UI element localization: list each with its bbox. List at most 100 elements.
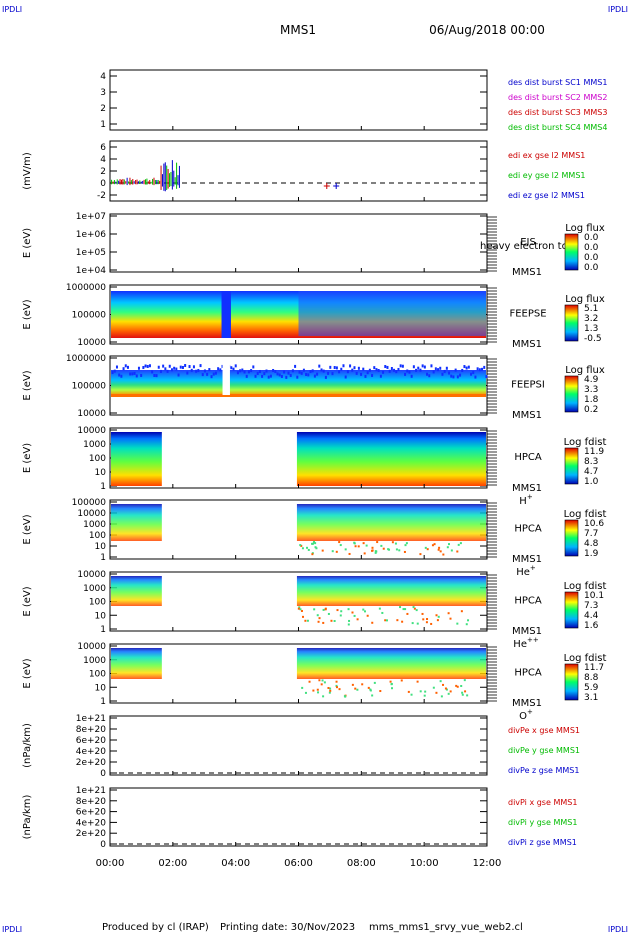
spectrogram-speck: [280, 374, 283, 378]
spectrogram-speck: [197, 368, 200, 372]
spectrogram-speck: [366, 614, 369, 617]
x-tick-label: 12:00: [473, 858, 502, 869]
spectrogram-speck: [454, 368, 457, 372]
spectrogram-speck: [415, 368, 418, 372]
spectrogram-speck: [459, 373, 462, 377]
spectrogram-speck: [369, 689, 372, 692]
spectrogram-speck: [312, 689, 315, 692]
colorbar-tick-label: 4.4: [584, 611, 599, 621]
overlay-label: heavy electron to: [480, 241, 568, 252]
spectrogram-gap: [222, 360, 230, 395]
spectrogram-speck: [354, 545, 357, 548]
spectrogram-speck: [118, 373, 121, 377]
spacecraft-label: MMS1: [512, 626, 542, 637]
spectrogram-speck: [361, 683, 364, 686]
spectrogram-speck: [419, 553, 422, 556]
y-tick-label: 10: [95, 468, 107, 478]
spectrogram-band: [111, 394, 486, 397]
y-tick-label: 10: [95, 542, 107, 552]
y-tick-label: 1e+21: [76, 714, 106, 724]
spectrogram-speck: [208, 368, 211, 372]
spectrogram-speck: [423, 694, 426, 697]
spectrogram-speck: [436, 619, 439, 622]
y-tick-label: 10: [95, 611, 107, 621]
spectrogram-speck: [395, 548, 398, 551]
colorbar-tick-label: 4.8: [584, 539, 599, 549]
spectrogram-speck: [320, 368, 323, 372]
spacecraft-label: MMS1: [512, 698, 542, 709]
spectrogram-speck: [449, 690, 452, 693]
y-tick-label: 1e+07: [76, 212, 106, 222]
spectrogram-speck: [351, 683, 354, 686]
spectrogram-speck: [431, 544, 434, 547]
spectrogram-speck: [467, 619, 470, 622]
spectrogram-speck: [331, 372, 334, 376]
colorbar-tick-label: 1.9: [584, 549, 599, 559]
spectrogram-speck: [470, 372, 473, 376]
spectrogram-speck: [396, 619, 399, 622]
spectrogram-speck: [314, 546, 317, 549]
header-spacecraft: MMS1: [280, 23, 316, 37]
spectrogram-speck: [245, 374, 248, 378]
instrument-label: HPCA: [514, 524, 542, 535]
species-label: He+: [516, 564, 536, 578]
spectrogram-speck: [305, 373, 308, 377]
spectrogram-speck: [311, 542, 314, 545]
spectrogram-speck: [285, 375, 288, 379]
spectrogram-speck: [272, 368, 275, 372]
spectrogram-speck: [153, 373, 156, 377]
y-axis-label: E (eV): [22, 586, 33, 616]
spectrogram-speck: [412, 365, 415, 369]
colorbar-tick-label: 4.7: [584, 467, 598, 477]
spectrogram-speck: [302, 615, 305, 618]
header-datetime: 06/Aug/2018 00:00: [429, 23, 545, 37]
spectrogram-speck: [199, 364, 202, 368]
spectrogram-speck: [269, 374, 272, 378]
spectrogram-speck: [263, 372, 266, 376]
spectrogram-speck: [366, 371, 369, 375]
spectrogram-speck: [382, 370, 385, 374]
spectrogram-speck: [371, 694, 374, 697]
spectrogram-speck: [430, 622, 433, 625]
spectrogram-speck: [384, 619, 387, 622]
spectrogram-speck: [448, 543, 451, 546]
spectrogram-speck: [210, 375, 213, 379]
spectrogram-speck: [404, 372, 407, 376]
panel-des: 1 2 3 4 des dist burst SC1 MMS1 des dist burs…: [100, 69, 607, 132]
spectrogram-speck: [162, 364, 165, 368]
spectrogram-speck: [380, 544, 383, 547]
spectrogram-speck: [294, 364, 297, 368]
spectrogram-speck: [308, 680, 311, 683]
species-charge: +: [527, 493, 533, 501]
spectrogram-speck: [327, 371, 330, 375]
y-axis-label: E (eV): [22, 443, 33, 473]
y-axis-label: (nPa/km): [22, 795, 33, 840]
legend-entry: divPe y gse MMS1: [508, 746, 580, 755]
spectrogram-speck: [322, 695, 325, 698]
legend-entry: divPe x gse MMS1: [508, 726, 580, 735]
spectrogram-speck: [201, 373, 204, 377]
footer-file: mms_mms1_srvy_vue_web2.cl: [369, 922, 523, 933]
instrument-label: HPCA: [514, 452, 542, 463]
spectrogram-speck: [406, 369, 409, 373]
spectrogram-speck: [322, 369, 325, 373]
spectrogram-speck: [322, 608, 325, 611]
spectrogram-speck: [316, 372, 319, 376]
spectrogram-speck: [234, 364, 237, 368]
colorbar-tick-label: 1.8: [584, 395, 599, 405]
y-tick-label: 6e+20: [76, 736, 107, 746]
y-tick-label: 2: [100, 104, 106, 114]
y-tick-label: 6: [100, 143, 106, 153]
colorbar-tick-label: 5.1: [584, 304, 598, 314]
spectrogram-speck: [339, 614, 342, 617]
spectrogram-speck: [371, 621, 374, 624]
spectrogram-speck: [274, 369, 277, 373]
spectrogram-speck: [357, 366, 360, 370]
y-tick-label: 100: [89, 531, 106, 541]
y-tick-label: 1: [100, 120, 106, 130]
panel-frame: [109, 715, 488, 776]
spectrogram-speck: [408, 370, 411, 374]
